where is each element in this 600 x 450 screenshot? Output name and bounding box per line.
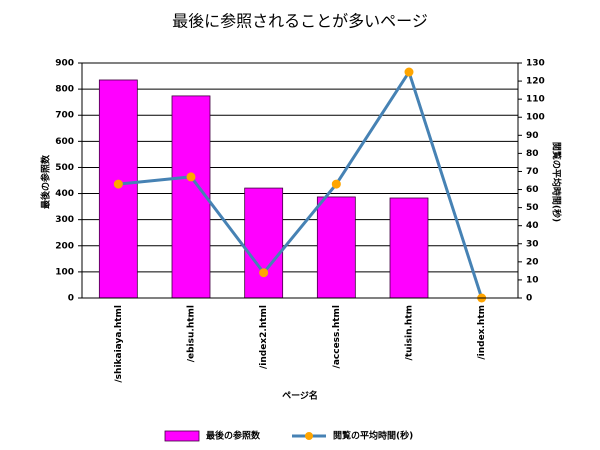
bar	[98, 79, 138, 299]
legend-label: 閲覧の平均時間(秒)	[333, 430, 413, 442]
y2-tick-label: 130	[526, 59, 545, 69]
chart-title: 最後に参照されることが多いページ	[172, 12, 428, 31]
y-tick-label: 300	[55, 215, 74, 225]
y-tick-label: 900	[55, 59, 74, 69]
y-tick-label: 0	[68, 294, 74, 304]
y2-tick-label: 60	[526, 185, 539, 195]
y-tick-label: 600	[55, 137, 74, 147]
line-marker	[186, 172, 196, 182]
bar	[389, 197, 429, 299]
y2-tick-label: 40	[526, 221, 539, 231]
y2-tick-label: 120	[526, 77, 545, 87]
line	[118, 68, 484, 299]
legend-label: 最後の参照数	[206, 430, 261, 442]
y2-tick-label: 70	[526, 167, 539, 177]
x-tick-label: /tuisin.htm	[405, 305, 415, 360]
line-marker	[259, 268, 269, 278]
y2-tick-label: 100	[526, 113, 545, 123]
x-tick-label: /index2.html	[259, 305, 269, 369]
bar	[171, 95, 211, 299]
y2-tick-label: 0	[526, 294, 532, 304]
bar	[316, 196, 356, 299]
y-tick-label: 100	[55, 267, 74, 277]
y-tick-label: 200	[55, 241, 74, 251]
x-axis-label: ページ名	[282, 390, 318, 402]
bar	[244, 187, 284, 299]
legend-marker	[305, 432, 313, 440]
y-tick-label: 800	[55, 85, 74, 95]
y-tick-label: 400	[55, 189, 74, 199]
x-tick-label: /ebisu.html	[187, 305, 197, 362]
y2-tick-label: 10	[526, 275, 539, 285]
x-tick-label: /index.htm	[477, 305, 487, 360]
y2-tick-label: 90	[526, 131, 539, 141]
y2-axis-label: 閲覧の平均時間(秒)	[551, 142, 563, 222]
y2-tick-label: 110	[526, 95, 545, 105]
x-tick-label: /shikaiaya.html	[114, 305, 124, 383]
x-tick-label: /access.html	[332, 305, 342, 368]
line-marker	[404, 67, 414, 77]
y2-tick-label: 30	[526, 239, 539, 249]
y2-tick-label: 50	[526, 203, 539, 213]
y2-tick-label: 80	[526, 149, 539, 159]
legend-swatch	[164, 430, 200, 442]
y-tick-label: 700	[55, 111, 74, 121]
line-marker	[113, 179, 123, 189]
line-marker	[331, 179, 341, 189]
y-axis-label: 最後の参照数	[40, 154, 52, 209]
y-tick-label: 500	[55, 163, 74, 173]
y2-tick-label: 20	[526, 257, 539, 267]
